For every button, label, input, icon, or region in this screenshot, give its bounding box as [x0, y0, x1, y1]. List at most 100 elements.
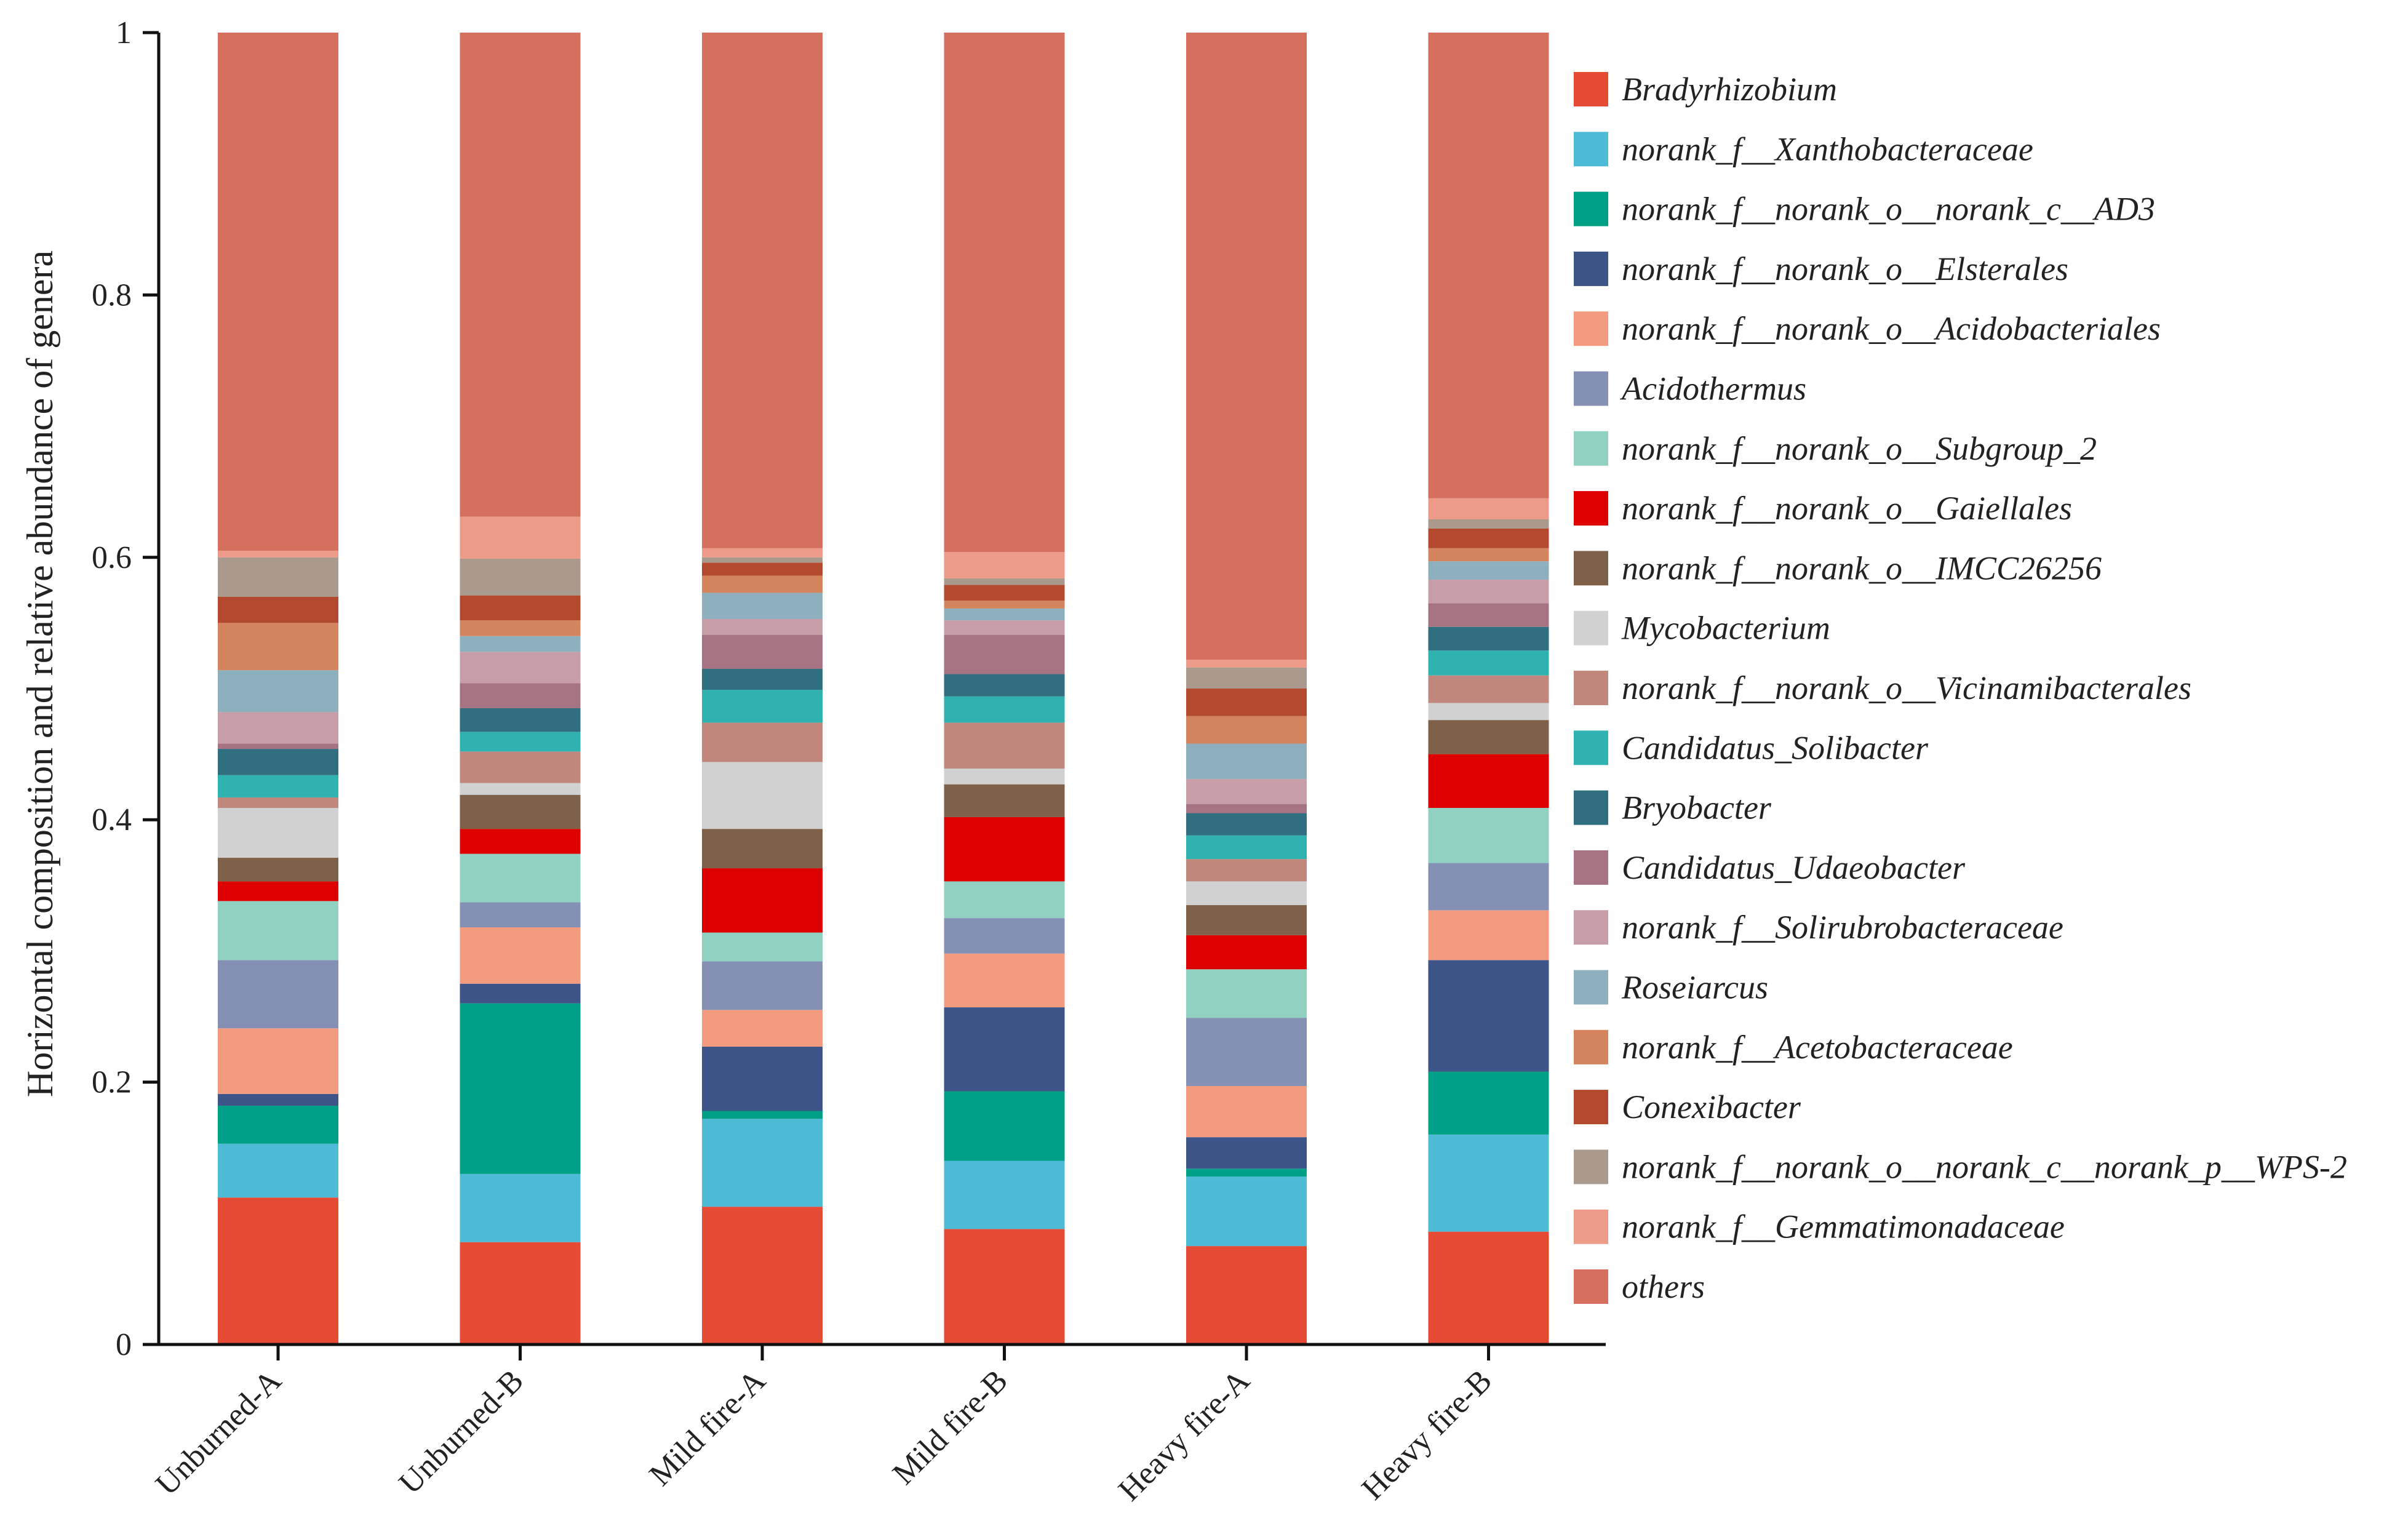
bar-segment-bryobacter	[218, 749, 338, 775]
y-axis-title: Horizontal composition and relative abun…	[20, 250, 60, 1097]
bar-segment-norank-f-norank-o-acidobacteriales	[1186, 1085, 1307, 1138]
y-tick-label: 0.2	[92, 1065, 132, 1100]
legend-swatch	[1574, 1090, 1608, 1125]
legend-item: norank_f__norank_o__Elsterales	[1574, 250, 2068, 287]
x-tick-label: Unburned-A	[149, 1363, 288, 1502]
legend-swatch	[1574, 1269, 1608, 1304]
legend-label: Acidothermus	[1620, 370, 1806, 407]
bar-segment-norank-f-norank-o-gaiellales	[1428, 754, 1549, 809]
bar-segment-norank-f-norank-o-elsterales	[1186, 1137, 1307, 1169]
legend-label: norank_f__Solirubrobacteraceae	[1622, 909, 2063, 946]
legend-item: norank_f__Solirubrobacteraceae	[1574, 909, 2063, 946]
bar-segment-conexibacter	[1186, 689, 1307, 716]
bar-segment-norank-f-norank-o-imcc26256	[702, 829, 823, 869]
bar-segment-norank-f-norank-o-norank-c-ad3	[460, 1003, 581, 1174]
bar-segment-norank-f-norank-o-norank-c-ad3	[218, 1105, 338, 1144]
legend-label: norank_f__Xanthobacteraceae	[1622, 130, 2033, 167]
bar-segment-norank-f-norank-o-acidobacteriales	[944, 953, 1065, 1008]
legend-item: norank_f__Gemmatimonadaceae	[1574, 1208, 2065, 1245]
bar-segment-candidatus-solibacter	[1186, 835, 1307, 860]
bar-segment-mycobacterium	[944, 769, 1065, 785]
bar-segment-norank-f-norank-o-gaiellales	[218, 881, 338, 901]
bar-segment-norank-f-norank-o-gaiellales	[702, 868, 823, 933]
bar-segment-acidothermus	[702, 961, 823, 1010]
bar-segment-norank-f-norank-o-imcc26256	[944, 784, 1065, 817]
legend-item: Conexibacter	[1574, 1089, 1801, 1125]
legend-swatch	[1574, 910, 1608, 945]
bar-segment-candidatus-udaeobacter	[1428, 603, 1549, 627]
bar-segment-roseiarcus	[218, 670, 338, 713]
bar-segment-norank-f-gemmatimonadaceae	[1428, 498, 1549, 519]
bar-segment-bradyrhizobium	[702, 1207, 823, 1344]
legend-item: norank_f__norank_o__norank_c__AD3	[1574, 191, 2155, 228]
bar-segment-norank-f-acetobacteraceae	[460, 620, 581, 636]
legend-label: norank_f__norank_o__Acidobacteriales	[1622, 310, 2161, 347]
bar-segment-norank-f-norank-o-norank-c-ad3	[1428, 1071, 1549, 1135]
bar-segment-norank-f-norank-o-vicinamibacterales	[1186, 859, 1307, 882]
bar-segment-others	[702, 33, 823, 548]
bar-segment-norank-f-norank-o-norank-c-ad3	[1186, 1168, 1307, 1177]
bar-segment-acidothermus	[1428, 863, 1549, 911]
legend-swatch	[1574, 1209, 1608, 1244]
legend-item: Bryobacter	[1574, 789, 1772, 826]
bar-segment-bradyrhizobium	[218, 1197, 338, 1344]
bar-segment-norank-f-xanthobacteraceae	[944, 1160, 1065, 1229]
bar-segment-bryobacter	[460, 708, 581, 732]
bar-segment-candidatus-udaeobacter	[460, 683, 581, 708]
bar-segment-bryobacter	[944, 674, 1065, 697]
bar-segment-norank-f-norank-o-gaiellales	[1186, 935, 1307, 970]
bar-segment-norank-f-norank-o-acidobacteriales	[1428, 910, 1549, 961]
bar-segment-conexibacter	[460, 595, 581, 621]
legend-label: Bradyrhizobium	[1622, 71, 1837, 108]
bar-stack-mild-fire-a	[702, 33, 823, 1344]
bar-segment-mycobacterium	[218, 808, 338, 858]
bar-stack-heavy-fire-a	[1186, 33, 1307, 1344]
bar-segment-roseiarcus	[1428, 561, 1549, 580]
bar-segment-norank-f-norank-o-acidobacteriales	[702, 1010, 823, 1047]
legend-label: norank_f__Gemmatimonadaceae	[1622, 1208, 2065, 1245]
bar-segment-acidothermus	[944, 918, 1065, 954]
bar-segment-candidatus-solibacter	[1428, 650, 1549, 676]
legend-item: norank_f__norank_o__Acidobacteriales	[1574, 310, 2161, 347]
bar-segment-norank-f-norank-o-acidobacteriales	[460, 927, 581, 984]
bar-segment-norank-f-gemmatimonadaceae	[460, 516, 581, 559]
bar-segment-norank-f-gemmatimonadaceae	[218, 551, 338, 557]
bar-segment-others	[1186, 33, 1307, 660]
bar-segment-others	[1428, 33, 1549, 498]
bar-segment-norank-f-norank-o-imcc26256	[1186, 905, 1307, 935]
bar-segment-mycobacterium	[1428, 703, 1549, 721]
legend-swatch	[1574, 970, 1608, 1005]
bar-segment-bradyrhizobium	[460, 1242, 581, 1344]
bar-segment-norank-f-norank-o-elsterales	[944, 1007, 1065, 1092]
bar-segment-norank-f-norank-o-norank-c-norank-p-wps-2	[218, 557, 338, 597]
y-tick-label: 0.6	[92, 540, 132, 575]
bar-segment-norank-f-solirubrobacteraceae	[460, 652, 581, 684]
legend-label: norank_f__norank_o__Elsterales	[1622, 250, 2068, 287]
bar-segment-others	[460, 33, 581, 517]
bar-segment-norank-f-solirubrobacteraceae	[1428, 580, 1549, 604]
bar-segment-candidatus-solibacter	[218, 775, 338, 797]
bar-segment-norank-f-norank-o-vicinamibacterales	[944, 722, 1065, 769]
bar-segment-norank-f-norank-o-elsterales	[702, 1047, 823, 1111]
legend-swatch	[1574, 850, 1608, 885]
legend-item: Candidatus_Solibacter	[1574, 729, 1929, 766]
bar-segment-norank-f-norank-o-vicinamibacterales	[218, 797, 338, 809]
legend-label: Bryobacter	[1622, 789, 1772, 826]
bar-segment-norank-f-norank-o-elsterales	[1428, 960, 1549, 1072]
legend-label: Candidatus_Udaeobacter	[1622, 849, 1966, 886]
legend-label: norank_f__norank_o__norank_c__AD3	[1622, 191, 2155, 228]
bar-segment-norank-f-acetobacteraceae	[1428, 548, 1549, 562]
bar-segment-bryobacter	[1428, 626, 1549, 651]
bar-segment-norank-f-norank-o-subgroup-2	[702, 932, 823, 962]
bar-segment-bradyrhizobium	[1186, 1246, 1307, 1344]
bar-segment-norank-f-norank-o-subgroup-2	[1428, 808, 1549, 863]
bar-segment-norank-f-xanthobacteraceae	[702, 1119, 823, 1207]
bar-segment-norank-f-norank-o-norank-c-ad3	[702, 1111, 823, 1119]
bar-segment-norank-f-solirubrobacteraceae	[218, 712, 338, 744]
legend-swatch	[1574, 1149, 1608, 1184]
legend-swatch	[1574, 551, 1608, 586]
legend-swatch	[1574, 610, 1608, 645]
legend-swatch	[1574, 132, 1608, 167]
bar-segment-norank-f-acetobacteraceae	[944, 601, 1065, 609]
